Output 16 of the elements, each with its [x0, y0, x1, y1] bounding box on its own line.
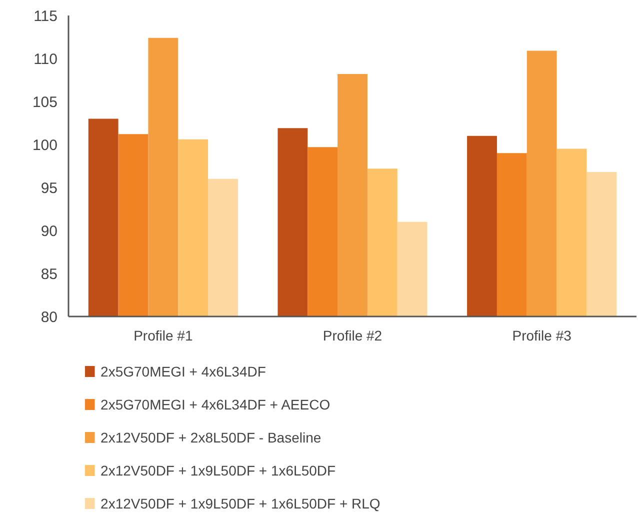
y-tick-label: 90	[40, 223, 58, 240]
legend-label: 2x12V50DF + 1x9L50DF + 1x6L50DF + RLQ	[100, 496, 380, 512]
legend-label: 2x5G70MEGI + 4x6L34DF + AEECO	[100, 396, 330, 412]
legend-label: 2x5G70MEGI + 4x6L34DF	[100, 364, 266, 380]
y-tick-label: 110	[34, 51, 58, 68]
y-tick-label: 85	[40, 266, 58, 283]
x-tick-label: Profile #3	[512, 328, 572, 344]
y-tick-label: 100	[32, 137, 58, 154]
x-tick-label: Profile #2	[322, 328, 382, 344]
y-tick-label: 95	[40, 180, 58, 197]
y-tick-label: 105	[32, 94, 58, 111]
legend-label: 2x12V50DF + 1x9L50DF + 1x6L50DF	[100, 462, 336, 478]
y-tick-label: 115	[34, 8, 58, 25]
y-tick-label: 80	[40, 309, 58, 326]
x-tick-label: Profile #1	[134, 328, 193, 344]
legend-label: 2x12V50DF + 2x8L50DF - Baseline	[100, 430, 322, 446]
